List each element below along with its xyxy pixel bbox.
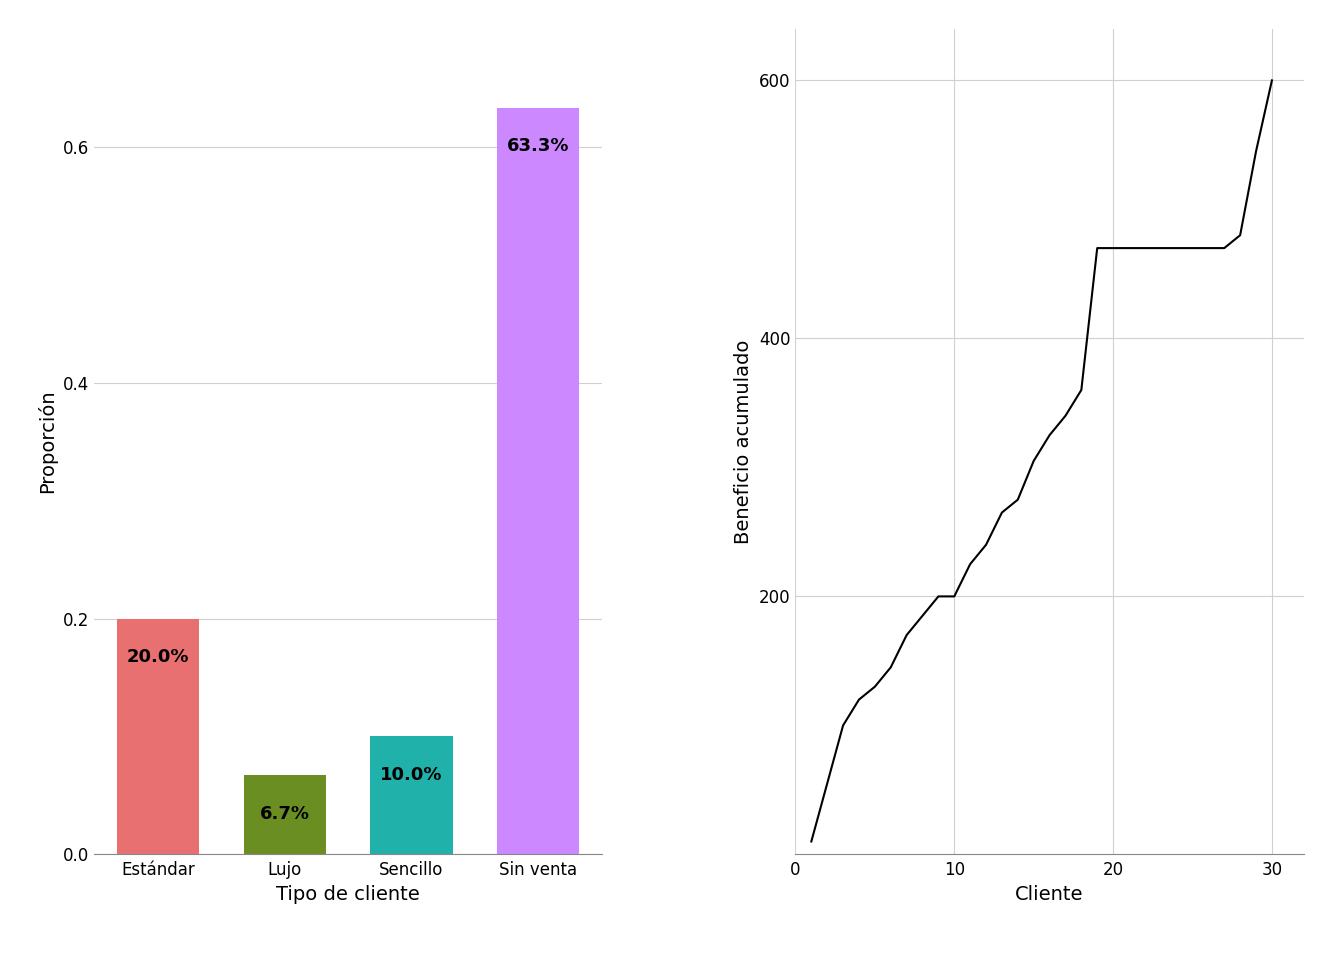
Y-axis label: Beneficio acumulado: Beneficio acumulado bbox=[734, 340, 754, 543]
Bar bbox=[243, 776, 327, 854]
X-axis label: Cliente: Cliente bbox=[1015, 885, 1083, 904]
X-axis label: Tipo de cliente: Tipo de cliente bbox=[277, 885, 421, 904]
Bar bbox=[371, 736, 453, 854]
Bar bbox=[117, 618, 199, 854]
Y-axis label: Proporción: Proporción bbox=[38, 390, 58, 493]
Text: 20.0%: 20.0% bbox=[128, 648, 190, 666]
Bar bbox=[497, 108, 579, 854]
Text: 63.3%: 63.3% bbox=[507, 137, 570, 156]
Text: 6.7%: 6.7% bbox=[259, 804, 310, 823]
Text: 10.0%: 10.0% bbox=[380, 766, 442, 784]
